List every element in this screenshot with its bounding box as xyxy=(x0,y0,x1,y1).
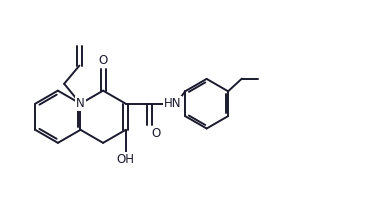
Text: N: N xyxy=(76,97,85,110)
Text: O: O xyxy=(152,127,161,140)
Text: HN: HN xyxy=(164,97,181,110)
Text: OH: OH xyxy=(117,153,135,166)
Text: O: O xyxy=(98,54,108,67)
